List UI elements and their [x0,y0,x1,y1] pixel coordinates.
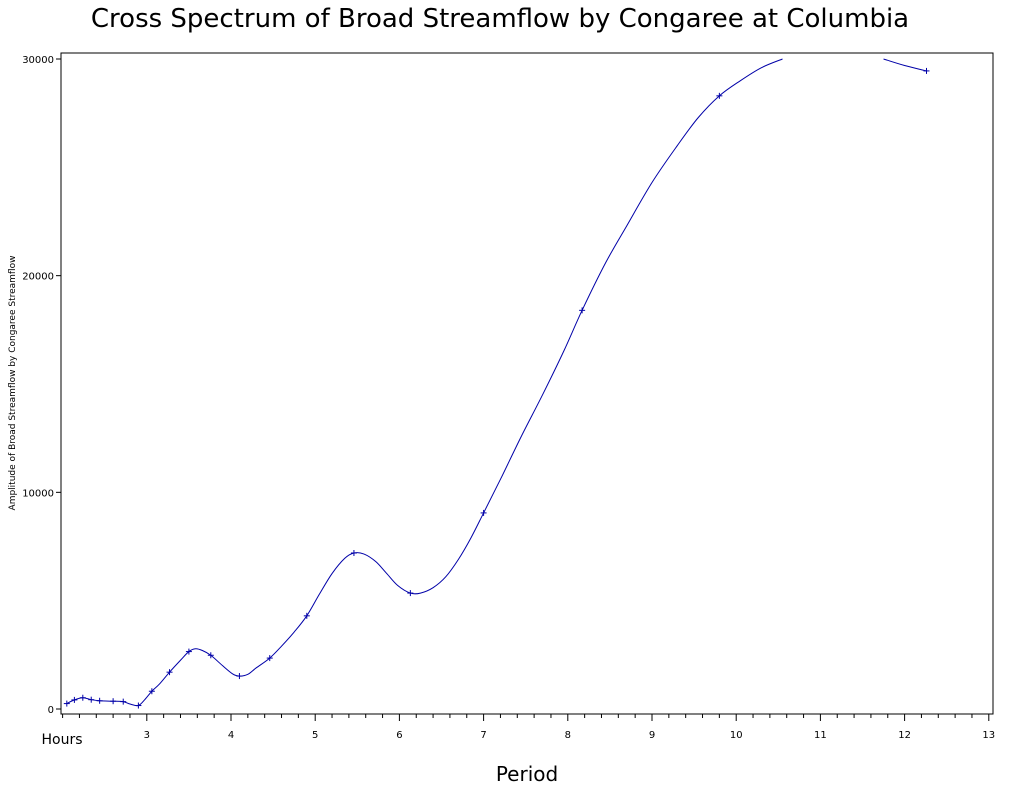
data-point [350,550,357,556]
data-point [148,688,155,695]
data-point [110,698,117,705]
y-tick-label-3: 30000 [22,55,54,66]
x-tick-label-4: 7 [480,730,486,741]
data-markers [63,67,930,709]
x-tick-label-3: 6 [396,730,402,741]
x-axis-label: Period [496,762,558,786]
x-axis: 3 4 5 6 7 8 9 10 11 12 13 [62,714,995,741]
data-point [236,673,243,680]
data-point [120,698,127,705]
x-tick-label-1: 4 [228,730,234,741]
data-point [96,697,103,704]
data-point [923,67,930,74]
x-tick-label-7: 10 [730,730,743,741]
chart-title: Cross Spectrum of Broad Streamflow by Co… [91,4,909,34]
y-tick-label-0: 0 [48,705,54,716]
series-line-segment-0 [66,58,783,707]
x-tick-label-2: 5 [312,730,318,741]
data-point [716,92,723,99]
data-point [63,700,70,707]
x-tick-label-10: 13 [982,730,995,741]
data-point [480,509,487,516]
data-point [71,696,78,703]
y-tick-label-1: 10000 [22,488,54,499]
x-tick-label-8: 11 [814,730,827,741]
series-line-segment-1 [883,58,927,72]
data-point [579,307,586,314]
x-axis-start-label: Hours [41,732,82,748]
x-tick-label-5: 8 [565,730,571,741]
y-tick-label-2: 20000 [22,272,54,283]
data-point [407,590,414,597]
data-point [207,652,214,659]
data-series [66,58,927,707]
y-axis: 0 10000 20000 30000 [22,55,61,716]
data-point [79,694,86,701]
x-tick-label-0: 3 [144,730,150,741]
data-point [166,669,173,676]
data-point [303,612,310,619]
x-tick-label-6: 9 [649,730,655,741]
x-tick-label-9: 12 [898,730,911,741]
data-point [266,655,273,662]
data-point [135,702,142,709]
data-point [88,696,95,703]
data-point [185,648,192,655]
y-axis-label: Amplitude of Broad Streamflow by Congare… [8,256,18,511]
plot-frame [60,52,994,715]
